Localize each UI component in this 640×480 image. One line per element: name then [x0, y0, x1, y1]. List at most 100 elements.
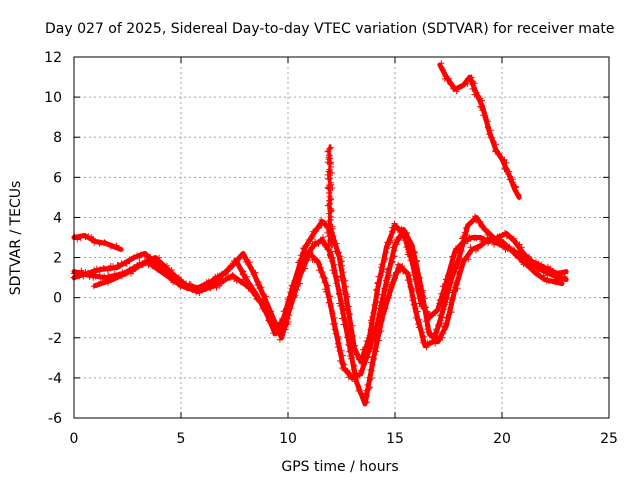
data-point	[386, 274, 393, 281]
data-point	[350, 366, 357, 373]
data-point	[113, 244, 120, 251]
data-point	[344, 293, 351, 300]
data-point	[461, 256, 467, 263]
data-point	[397, 234, 404, 241]
data-point	[426, 339, 433, 346]
data-point	[487, 127, 494, 134]
data-point	[415, 324, 422, 331]
data-point	[335, 249, 342, 256]
data-point	[540, 274, 547, 281]
data-point	[172, 273, 179, 280]
data-point	[439, 67, 446, 74]
data-point	[446, 75, 452, 82]
data-point	[404, 235, 411, 242]
data-point	[278, 333, 285, 340]
data-point	[520, 261, 527, 268]
data-point	[329, 170, 336, 176]
y-tick-label: 6	[53, 170, 62, 186]
data-point	[322, 286, 329, 293]
data-point	[309, 233, 316, 240]
data-point	[387, 234, 394, 241]
data-point	[545, 278, 552, 285]
series-track-early	[71, 233, 124, 252]
data-point	[327, 175, 334, 182]
data-point	[273, 325, 280, 332]
data-point	[471, 80, 478, 87]
data-point	[170, 279, 177, 286]
data-point	[535, 270, 542, 277]
data-point	[113, 274, 120, 280]
data-point	[97, 266, 104, 273]
data-point	[385, 266, 391, 273]
data-point	[423, 344, 430, 351]
data-point	[373, 338, 380, 345]
data-point	[458, 83, 465, 90]
data-point	[561, 273, 568, 280]
data-point	[96, 239, 103, 246]
data-point	[441, 324, 448, 331]
data-point	[373, 286, 380, 293]
y-tick-label: -4	[48, 371, 62, 387]
data-point	[479, 107, 486, 114]
data-point	[393, 236, 400, 243]
data-point	[449, 279, 455, 286]
data-point	[503, 159, 510, 166]
data-point	[446, 276, 453, 283]
data-point	[289, 287, 296, 293]
data-point	[367, 342, 374, 349]
data-point	[254, 282, 261, 289]
data-point	[326, 210, 333, 217]
data-point	[338, 258, 344, 265]
data-point	[383, 299, 390, 305]
data-point	[325, 176, 332, 183]
data-point	[374, 298, 381, 305]
data-point	[331, 261, 338, 268]
data-point	[496, 150, 503, 157]
data-point	[340, 310, 347, 317]
data-point	[151, 255, 157, 262]
data-point	[510, 179, 517, 186]
data-point	[415, 280, 422, 287]
data-point	[322, 288, 329, 295]
data-point	[245, 260, 252, 267]
data-point	[438, 317, 445, 324]
data-point	[239, 278, 246, 285]
data-point	[551, 277, 558, 284]
data-point	[435, 322, 441, 328]
data-point	[324, 282, 331, 289]
data-point	[322, 275, 329, 282]
data-point	[380, 295, 387, 302]
data-point	[262, 305, 269, 312]
data-point	[209, 282, 216, 289]
data-point	[349, 322, 356, 329]
data-point	[336, 358, 343, 364]
data-point	[334, 344, 341, 351]
data-point	[448, 309, 455, 316]
data-point	[152, 262, 159, 269]
data-point	[410, 253, 417, 260]
data-point	[361, 398, 368, 404]
data-point	[484, 118, 491, 125]
data-point	[328, 237, 335, 244]
data-point	[263, 306, 270, 313]
data-point	[137, 251, 144, 258]
data-point	[168, 267, 175, 273]
data-point	[391, 275, 398, 282]
data-point	[414, 270, 420, 276]
data-point	[326, 152, 333, 159]
data-point	[243, 273, 250, 280]
y-tick-label: 0	[53, 291, 62, 307]
data-point	[433, 307, 440, 314]
data-point	[410, 302, 417, 308]
data-point	[297, 280, 303, 287]
data-point	[229, 272, 236, 279]
data-point	[466, 250, 473, 257]
data-point	[325, 293, 332, 300]
data-point	[261, 295, 268, 302]
data-point	[502, 165, 509, 172]
data-point	[346, 311, 353, 318]
data-point	[482, 112, 489, 119]
data-point	[242, 281, 249, 288]
data-point	[386, 286, 393, 293]
data-point	[382, 285, 388, 292]
